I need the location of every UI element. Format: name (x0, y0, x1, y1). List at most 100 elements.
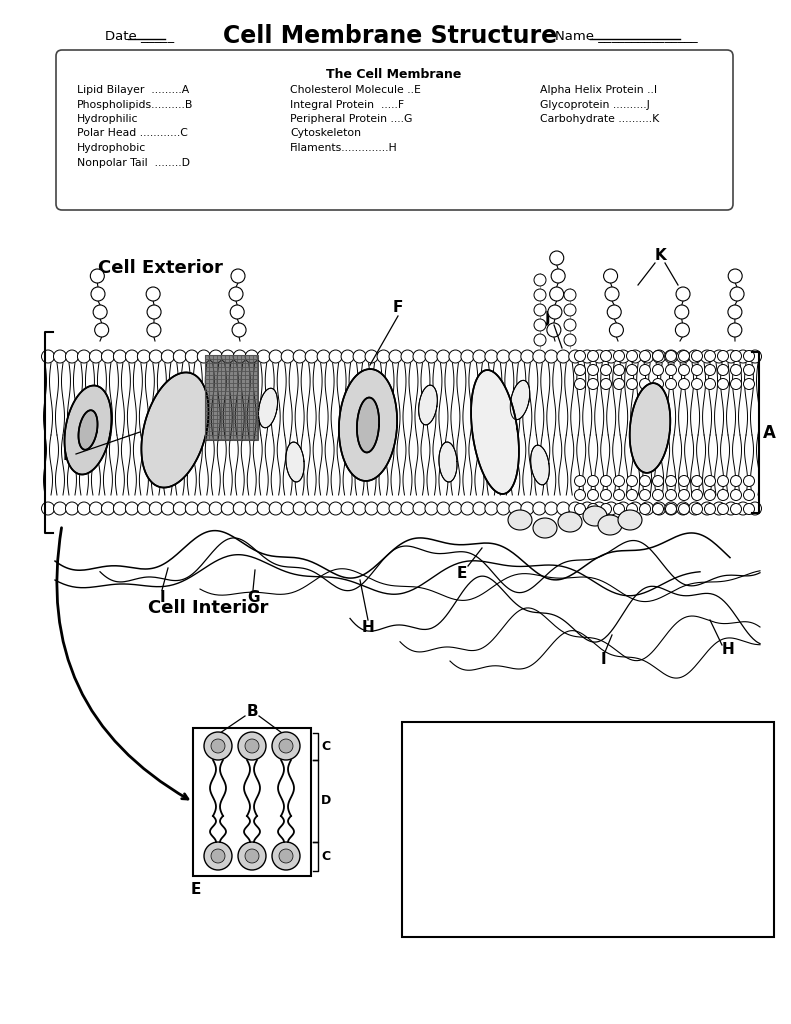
Text: J: J (545, 310, 551, 326)
Text: G: G (247, 591, 259, 605)
Circle shape (147, 323, 161, 337)
Circle shape (617, 502, 630, 515)
Circle shape (614, 350, 625, 361)
Circle shape (269, 350, 282, 362)
Circle shape (377, 350, 390, 362)
Circle shape (93, 305, 107, 319)
Circle shape (691, 350, 702, 361)
Circle shape (41, 502, 55, 515)
Circle shape (725, 502, 737, 515)
Polygon shape (205, 355, 258, 440)
Circle shape (547, 323, 561, 337)
Circle shape (497, 502, 510, 515)
Circle shape (639, 365, 650, 376)
Circle shape (389, 350, 402, 362)
Circle shape (221, 502, 234, 515)
Circle shape (257, 350, 271, 362)
Circle shape (639, 475, 650, 486)
Ellipse shape (598, 515, 622, 535)
Text: H: H (361, 621, 374, 636)
Circle shape (534, 274, 546, 286)
Circle shape (233, 502, 246, 515)
Text: 3.: 3. (414, 849, 425, 862)
Circle shape (705, 350, 716, 361)
Ellipse shape (508, 510, 532, 530)
Circle shape (534, 334, 546, 346)
Polygon shape (510, 380, 530, 420)
Circle shape (736, 502, 750, 515)
Circle shape (639, 379, 650, 389)
Circle shape (744, 475, 755, 486)
Circle shape (551, 269, 565, 283)
Circle shape (713, 502, 725, 515)
FancyBboxPatch shape (56, 50, 733, 210)
Circle shape (701, 350, 713, 362)
Circle shape (675, 305, 689, 319)
Circle shape (149, 502, 162, 515)
Polygon shape (142, 373, 209, 487)
Text: Filaments..............H: Filaments..............H (290, 143, 398, 153)
Circle shape (574, 365, 585, 376)
Circle shape (653, 350, 664, 361)
Circle shape (161, 502, 174, 515)
Circle shape (728, 323, 742, 337)
Circle shape (564, 319, 576, 331)
Text: E: E (457, 565, 467, 581)
Circle shape (281, 350, 294, 362)
Circle shape (279, 739, 293, 753)
Circle shape (691, 475, 702, 486)
Circle shape (731, 504, 741, 514)
Circle shape (185, 502, 199, 515)
Circle shape (600, 489, 611, 501)
Circle shape (126, 502, 138, 515)
Circle shape (676, 350, 690, 362)
Circle shape (676, 323, 690, 337)
Circle shape (534, 304, 546, 316)
Circle shape (238, 732, 266, 760)
Circle shape (461, 350, 474, 362)
Circle shape (437, 502, 450, 515)
Circle shape (626, 504, 638, 514)
Circle shape (574, 489, 585, 501)
Circle shape (550, 287, 564, 301)
Circle shape (534, 289, 546, 301)
Circle shape (614, 475, 625, 486)
Circle shape (197, 350, 210, 362)
Circle shape (545, 502, 558, 515)
Circle shape (401, 350, 414, 362)
Circle shape (607, 305, 621, 319)
Circle shape (614, 504, 625, 514)
Text: C: C (321, 739, 330, 753)
Circle shape (676, 502, 690, 515)
Polygon shape (630, 383, 670, 473)
Circle shape (676, 287, 690, 301)
Circle shape (609, 323, 623, 337)
Circle shape (101, 350, 115, 362)
Circle shape (653, 489, 664, 501)
Circle shape (113, 502, 127, 515)
Circle shape (413, 350, 426, 362)
Circle shape (705, 504, 716, 514)
Text: F: F (62, 449, 74, 464)
Circle shape (653, 379, 664, 389)
Circle shape (626, 489, 638, 501)
Circle shape (449, 502, 462, 515)
Circle shape (592, 350, 606, 362)
Circle shape (173, 350, 187, 362)
Circle shape (639, 350, 650, 361)
Circle shape (257, 502, 271, 515)
Circle shape (54, 502, 66, 515)
Circle shape (293, 350, 306, 362)
Circle shape (614, 365, 625, 376)
Circle shape (653, 475, 664, 486)
Circle shape (604, 502, 618, 515)
Circle shape (731, 365, 741, 376)
Circle shape (689, 502, 702, 515)
Circle shape (341, 502, 354, 515)
Text: Phospholipids..........B: Phospholipids..........B (77, 99, 193, 110)
Text: Carbohydrate ..........K: Carbohydrate ..........K (540, 114, 659, 124)
Circle shape (664, 350, 678, 362)
Text: Hydrophilic: Hydrophilic (77, 114, 138, 124)
Circle shape (91, 287, 105, 301)
Text: Cytoskeleton: Cytoskeleton (290, 128, 361, 138)
